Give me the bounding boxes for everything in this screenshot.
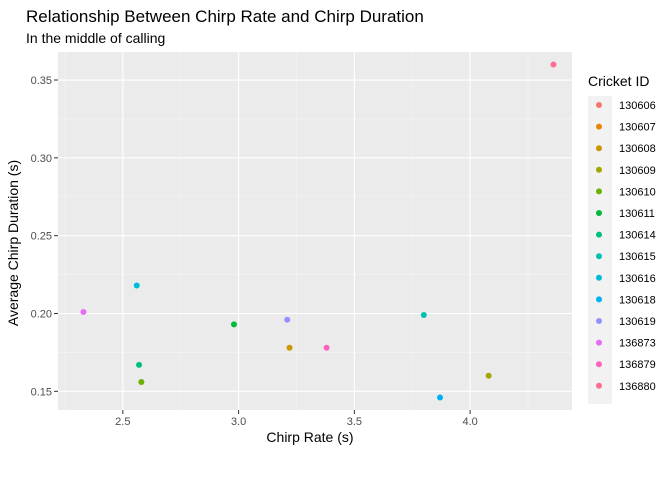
legend-label: 130614: [619, 230, 656, 242]
data-point: [437, 394, 444, 401]
legend-label: 130609: [619, 165, 656, 177]
legend-key: [596, 274, 602, 281]
legend-key: [596, 145, 602, 152]
legend-label: 130618: [619, 294, 656, 306]
legend-label: 136880: [619, 381, 656, 393]
legend-key: [596, 210, 602, 216]
data-point: [286, 344, 293, 351]
data-point: [485, 372, 492, 379]
y-axis: 0.15 0.20 0.25 0.30 0.35: [31, 75, 58, 398]
x-tick-label: 3.5: [347, 416, 362, 428]
legend-label: 130616: [619, 273, 656, 285]
x-tick-label: 3.0: [231, 416, 246, 428]
chart-title: Relationship Between Chirp Rate and Chir…: [26, 7, 424, 26]
legend-label: 130608: [619, 143, 656, 155]
data-point: [420, 312, 427, 319]
legend-title: Cricket ID: [588, 73, 649, 89]
legend-label: 130606: [619, 100, 656, 112]
legend-key-background: [588, 96, 612, 404]
plot-panel: [58, 52, 572, 410]
data-point: [284, 316, 291, 323]
legend-label: 130611: [619, 208, 655, 220]
legend-label: 136873: [619, 338, 656, 350]
minor-gridlines: [58, 52, 572, 410]
legend-key: [596, 166, 602, 173]
data-point: [230, 321, 237, 328]
legend-label: 136879: [619, 359, 656, 371]
chart-subtitle: In the middle of calling: [26, 30, 165, 46]
data-point: [323, 344, 330, 351]
legend-key: [596, 339, 602, 346]
x-tick-label: 2.5: [115, 416, 130, 428]
legend: Cricket ID 130606 130607 130608 130609 13061…: [588, 73, 656, 404]
legend-key: [596, 231, 602, 238]
y-tick-label: 0.30: [31, 153, 52, 165]
major-gridlines: [58, 52, 572, 410]
y-tick-label: 0.25: [31, 231, 52, 243]
data-point: [136, 361, 143, 368]
data-points: [80, 61, 557, 401]
legend-key: [596, 253, 602, 260]
legend-key: [596, 382, 602, 389]
legend-key: [596, 296, 602, 303]
legend-key: [596, 123, 602, 130]
y-tick-label: 0.35: [31, 75, 52, 87]
y-tick-label: 0.20: [31, 308, 52, 320]
x-axis: 2.5 3.0 3.5 4.0: [115, 410, 478, 428]
legend-label: 130607: [619, 122, 656, 134]
legend-key: [596, 188, 602, 195]
legend-items: 130606 130607 130608 130609 130610 130611 1306…: [588, 96, 656, 404]
legend-key: [596, 361, 602, 368]
legend-label: 130615: [619, 251, 656, 263]
data-point: [80, 308, 87, 315]
data-point: [138, 378, 145, 385]
data-point: [133, 282, 140, 289]
legend-key: [596, 318, 602, 324]
legend-label: 130619: [619, 316, 656, 328]
legend-key: [596, 102, 602, 108]
y-axis-title: Average Chirp Duration (s): [5, 160, 21, 326]
x-axis-title: Chirp Rate (s): [266, 429, 353, 445]
legend-label: 130610: [619, 186, 656, 198]
y-tick-label: 0.15: [31, 386, 52, 398]
x-tick-label: 4.0: [462, 416, 477, 428]
data-point: [550, 61, 557, 68]
